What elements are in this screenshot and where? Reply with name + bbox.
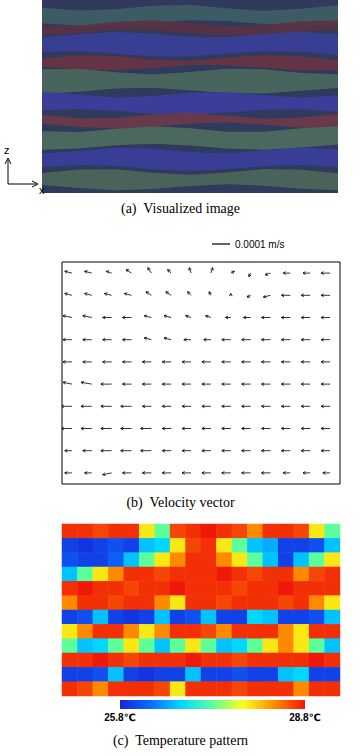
html-text:(a) Visualized image: (a) Visualized image: [121, 201, 240, 216]
svg-text:28.8℃: 28.8℃: [289, 712, 321, 723]
html-text:(c) Temperature pattern: (c) Temperature pattern: [112, 733, 249, 748]
svg-text:x: x: [39, 184, 45, 196]
svg-text:25.8℃: 25.8℃: [104, 712, 136, 723]
svg-text:z: z: [4, 144, 10, 156]
svg-text:0.0001 m/s: 0.0001 m/s: [235, 239, 284, 250]
html-text:(b) Velocity vector: (b) Velocity vector: [126, 495, 235, 510]
